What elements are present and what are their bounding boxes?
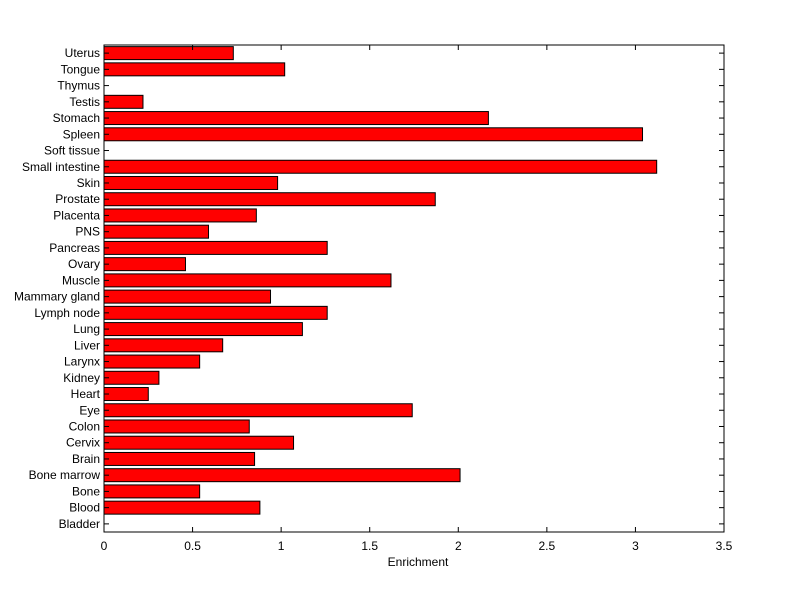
y-tick-label-blood: Blood <box>69 501 100 515</box>
bar-heart <box>103 387 149 402</box>
x-tick-label: 0.5 <box>184 539 201 553</box>
tick-labels-group: Bladder Blood Bone Bone marrow Brain Cervix Co… <box>14 46 733 553</box>
bars-group <box>103 46 658 515</box>
x-tick-label: 1.5 <box>361 539 378 553</box>
y-tick-label-bone: Bone <box>72 484 100 498</box>
y-tick-label-brain: Brain <box>72 452 100 466</box>
bar-kidney <box>103 370 160 385</box>
y-tick-label-bone-marrow: Bone marrow <box>29 468 101 482</box>
y-tick-label-small-intestine: Small intestine <box>22 160 100 174</box>
bar-prostate <box>103 192 436 207</box>
x-tick-label: 2.5 <box>539 539 556 553</box>
y-tick-label-thymus: Thymus <box>57 79 100 93</box>
bar-brain <box>103 451 256 466</box>
bar-cervix <box>103 435 295 450</box>
y-tick-label-larynx: Larynx <box>64 355 100 369</box>
bar-eye <box>103 403 413 418</box>
bar-uterus <box>103 46 234 61</box>
bar-bone <box>103 484 201 499</box>
y-tick-label-lung: Lung <box>73 322 100 336</box>
bar-placenta <box>103 208 257 223</box>
y-tick-label-colon: Colon <box>69 419 100 433</box>
y-tick-label-pns: PNS <box>75 225 100 239</box>
bar-lymph-node <box>103 305 328 320</box>
y-tick-label-eye: Eye <box>79 403 100 417</box>
x-tick-label: 3.5 <box>716 539 733 553</box>
y-tick-label-pancreas: Pancreas <box>49 241 100 255</box>
x-tick-label: 3 <box>632 539 639 553</box>
y-tick-label-skin: Skin <box>77 176 100 190</box>
y-tick-label-tongue: Tongue <box>61 62 101 76</box>
bar-pancreas <box>103 240 328 255</box>
y-tick-label-mammary-gland: Mammary gland <box>14 290 100 304</box>
bar-tongue <box>103 62 286 77</box>
y-tick-label-heart: Heart <box>71 387 101 401</box>
y-tick-label-liver: Liver <box>74 338 100 352</box>
bar-larynx <box>103 354 201 369</box>
bar-muscle <box>103 273 392 288</box>
bar-pns <box>103 224 210 239</box>
bar-lung <box>103 322 303 337</box>
ticks-group <box>103 45 725 532</box>
bar-mammary-gland <box>103 289 272 304</box>
bar-colon <box>103 419 250 434</box>
y-tick-label-lymph-node: Lymph node <box>34 306 100 320</box>
x-tick-label: 2 <box>455 539 462 553</box>
bar-skin <box>103 175 279 190</box>
y-tick-label-muscle: Muscle <box>62 273 100 287</box>
y-tick-label-soft-tissue: Soft tissue <box>44 144 100 158</box>
y-tick-label-stomach: Stomach <box>53 111 100 125</box>
y-tick-label-bladder: Bladder <box>59 517 100 531</box>
bar-testis <box>103 94 144 109</box>
x-tick-label: 1 <box>278 539 285 553</box>
y-tick-label-cervix: Cervix <box>66 436 100 450</box>
x-tick-label: 0 <box>101 539 108 553</box>
y-tick-label-prostate: Prostate <box>55 192 100 206</box>
bar-stomach <box>103 111 489 126</box>
y-tick-label-testis: Testis <box>69 95 100 109</box>
y-tick-label-ovary: Ovary <box>68 257 100 271</box>
bar-bone-marrow <box>103 468 461 483</box>
plot-area <box>103 44 725 533</box>
bar-blood <box>103 500 261 515</box>
y-tick-label-kidney: Kidney <box>63 371 100 385</box>
y-tick-label-uterus: Uterus <box>65 46 100 60</box>
bar-spleen <box>103 127 644 142</box>
y-tick-label-spleen: Spleen <box>63 127 100 141</box>
bar-small-intestine <box>103 159 658 174</box>
bar-ovary <box>103 257 186 272</box>
x-axis-label: Enrichment <box>388 555 449 569</box>
y-tick-label-placenta: Placenta <box>53 208 100 222</box>
bar-liver <box>103 338 224 353</box>
